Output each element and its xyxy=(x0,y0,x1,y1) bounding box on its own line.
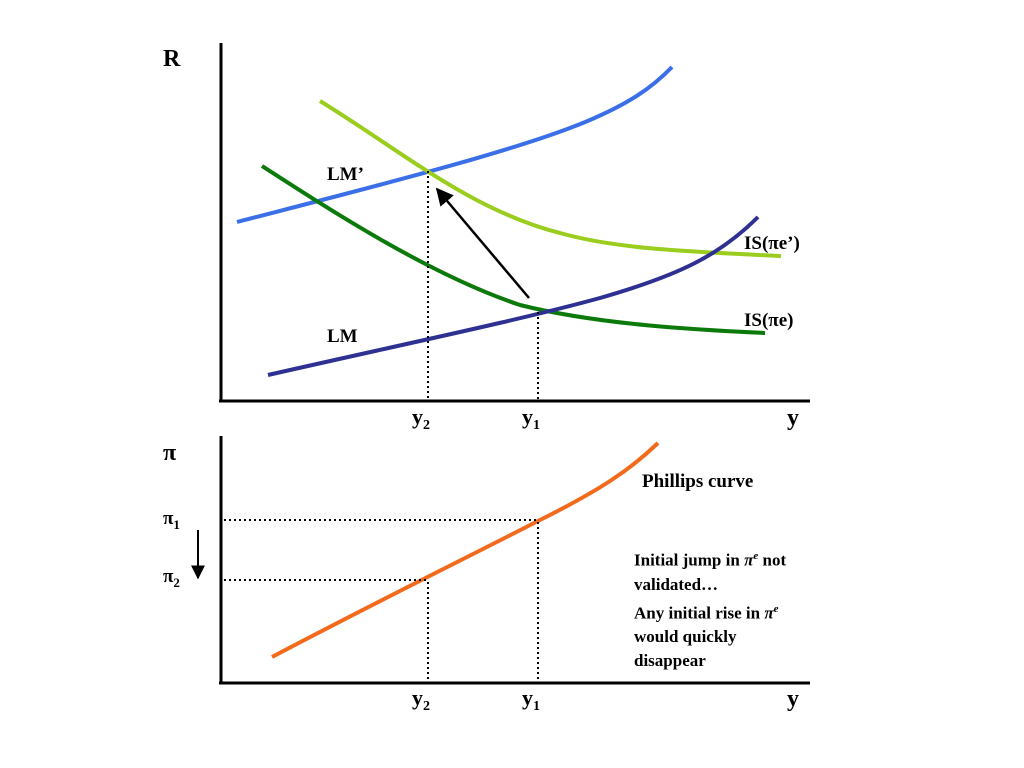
bottom-tick-y2: y2 xyxy=(412,685,430,714)
top-tick-y1: y1 xyxy=(522,404,540,433)
note-line-2: validated… xyxy=(634,574,719,594)
lm-prime-curve xyxy=(236,65,674,224)
bottom-tick-y1: y1 xyxy=(522,685,540,714)
top-y-axis-label: R xyxy=(163,46,181,72)
bottom-panel: π y π1 π2 Phillips curve y2 y1 xyxy=(163,436,810,714)
is-pi-e-prime-curve xyxy=(318,99,782,258)
top-x-axis-label: y xyxy=(787,405,799,431)
lm-prime-label: LM’ xyxy=(327,164,364,185)
is-pi-e-label: IS(πe) xyxy=(744,310,793,331)
is-pi-e-prime-label: IS(πe’) xyxy=(744,233,800,254)
pi2-label: π2 xyxy=(163,566,180,590)
explanation-note: Initial jump in πe not validated… Any in… xyxy=(634,544,834,673)
is-pi-e-curve xyxy=(260,164,766,335)
top-tick-y2: y2 xyxy=(412,404,430,433)
top-panel: R y LM’ LM IS(πe’) IS(πe) y2 y1 xyxy=(163,43,810,433)
shift-arrow xyxy=(435,187,530,299)
lm-curve xyxy=(267,215,760,377)
note-line-4: would quickly xyxy=(634,627,737,647)
lm-label: LM xyxy=(327,326,358,347)
bottom-y-axis-label: π xyxy=(163,440,176,466)
phillips-curve xyxy=(271,441,660,659)
note-line-5: disappear xyxy=(634,651,706,671)
phillips-curve-label: Phillips curve xyxy=(642,471,753,492)
pi1-label: π1 xyxy=(163,508,180,532)
note-line-1: Initial jump in πe not xyxy=(634,550,787,570)
bottom-x-axis-label: y xyxy=(787,686,799,712)
note-line-3: Any initial rise in πe xyxy=(634,602,779,623)
